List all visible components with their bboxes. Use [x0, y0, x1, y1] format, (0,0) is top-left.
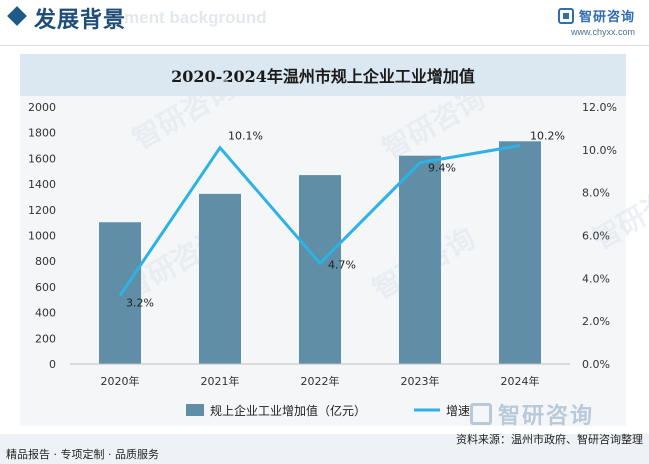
axis-layer: 0 200 400 600 800 1000 1200 1400 1600 1800 2000 0.0…: [28, 101, 617, 388]
bar-2: [299, 175, 341, 364]
bar-4: [499, 141, 541, 364]
bar-layer: [99, 141, 541, 364]
legend-line-label: 增速: [446, 404, 470, 418]
y-left-tick-label: 2000: [28, 101, 56, 114]
y-right-tick-label: 2.0%: [582, 315, 610, 328]
growth-data-label-3: 9.4%: [428, 162, 456, 175]
y-left-tick-label: 1400: [28, 178, 56, 191]
y-left-tick-label: 200: [35, 332, 56, 345]
y-left-tick-label: 1800: [28, 127, 56, 140]
y-left-tick-label: 600: [35, 281, 56, 294]
section-title: 发展背景: [34, 7, 127, 33]
y-right-tick-label: 0.0%: [582, 358, 610, 371]
x-tick-label: 2021年: [201, 374, 240, 388]
brand-block: 智研咨询 www.chyxx.com: [557, 6, 635, 37]
y-left-tick-label: 1200: [28, 204, 56, 217]
footer-bar: [0, 434, 649, 464]
footer-watermark-text: 智研咨询: [498, 404, 595, 429]
x-tick-label: 2024年: [501, 374, 540, 388]
footer-tagline: 精品报告 · 专项定制 · 品质服务: [6, 448, 159, 461]
y-left-tick-label: 800: [35, 255, 56, 268]
y-right-tick-label: 12.0%: [582, 101, 617, 114]
bar-1: [199, 193, 241, 364]
y-right-tick-label: 10.0%: [582, 144, 617, 157]
watermark-text-0: 智研咨询: [127, 71, 241, 156]
bar-3: [399, 155, 441, 364]
x-tick-label: 2022年: [301, 374, 340, 388]
chart-title: 2020-2024年温州市规上企业工业增加值: [171, 67, 475, 86]
legend-layer: 规上企业工业增加值（亿元） 增速: [186, 403, 470, 418]
chart-title-bar: 2020-2024年温州市规上企业工业增加值: [20, 54, 626, 96]
y-left-tick-label: 1000: [28, 230, 56, 243]
brand-logo-icon: [557, 7, 574, 24]
y-right-tick-label: 4.0%: [582, 272, 610, 285]
watermark-layer: 智研咨询智研咨询智研咨询智研咨询智研咨询: [117, 71, 649, 306]
brand-url: www.chyxx.com: [570, 27, 635, 37]
watermark-text-4: 智研咨询: [587, 171, 649, 256]
y-left-tick-label: 1600: [28, 152, 56, 165]
growth-data-label-0: 3.2%: [126, 296, 154, 309]
header-divider: [0, 45, 649, 46]
growth-data-label-1: 10.1%: [228, 130, 263, 143]
y-left-tick-label: 0: [49, 358, 56, 371]
growth-line: [118, 144, 521, 297]
header-watermark-text: ment background: [124, 8, 267, 27]
brand-name: 智研咨询: [578, 10, 635, 25]
page-header: ment background 发展背景 智研咨询 www.chyxx.com: [0, 0, 649, 46]
footer-watermark: 智研咨询: [470, 398, 594, 430]
line-layer: 3.2% 10.1% 4.7% 9.4% 10.2%: [118, 130, 565, 309]
legend-bar-label: 规上企业工业增加值（亿元）: [210, 403, 366, 418]
growth-data-label-4: 10.2%: [530, 130, 565, 143]
source-note: 资料来源：温州市政府、智研咨询整理: [456, 433, 643, 446]
x-tick-label: 2023年: [401, 374, 440, 388]
growth-data-label-2: 4.7%: [328, 258, 356, 271]
y-right-tick-label: 8.0%: [582, 187, 610, 200]
watermark-logo-icon: [470, 403, 492, 425]
legend-bar-swatch: [186, 404, 204, 416]
y-left-tick-label: 400: [35, 307, 56, 320]
y-right-tick-label: 6.0%: [582, 230, 610, 243]
x-tick-label: 2020年: [101, 374, 140, 388]
